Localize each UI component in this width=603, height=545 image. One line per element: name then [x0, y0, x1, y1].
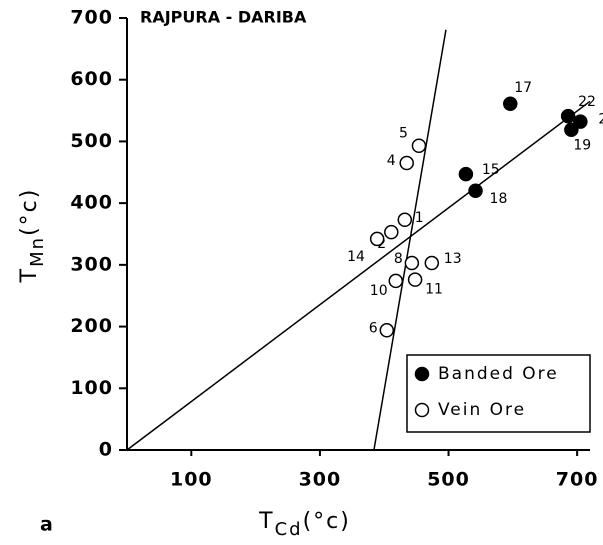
y-tick-label: 200	[70, 315, 113, 337]
data-point	[404, 255, 420, 271]
point-label: 13	[444, 251, 462, 267]
point-label: 8	[394, 251, 403, 267]
chart-title: RAJPURA - DARIBA	[140, 8, 307, 27]
point-label: 21	[598, 112, 603, 128]
data-point	[411, 138, 427, 153]
data-point	[379, 323, 395, 338]
point-label: 10	[370, 283, 388, 299]
x-tick-label: 500	[427, 469, 470, 491]
x-tick-label: 700	[556, 469, 599, 491]
legend-box	[406, 354, 591, 433]
point-label: 19	[573, 138, 591, 154]
data-point	[397, 212, 413, 228]
point-label: 15	[482, 162, 500, 178]
x-axis-label: TCd(°c)	[258, 509, 351, 540]
point-label: 17	[514, 80, 532, 96]
reference-line	[373, 29, 447, 451]
y-tick-label: 700	[70, 7, 113, 29]
point-label: 14	[347, 249, 365, 265]
reference-line	[126, 100, 591, 451]
data-point	[468, 183, 483, 199]
legend-marker	[414, 402, 430, 418]
data-point	[564, 122, 579, 137]
point-label: 6	[369, 320, 378, 336]
data-point	[407, 272, 423, 287]
point-label: 11	[425, 282, 443, 298]
data-point	[388, 273, 404, 289]
legend-label: Banded Ore	[438, 364, 559, 384]
data-point	[369, 231, 385, 247]
data-point	[503, 96, 518, 112]
point-label: 18	[490, 191, 508, 207]
point-label: 4	[387, 153, 396, 169]
point-label: 22	[578, 94, 596, 110]
point-label: 5	[399, 126, 408, 142]
legend-marker	[414, 366, 430, 382]
data-point	[560, 108, 576, 124]
legend-label: Vein Ore	[438, 400, 526, 420]
y-tick-label: 0	[99, 439, 113, 461]
data-point	[384, 224, 399, 240]
y-tick-label: 500	[70, 130, 113, 152]
panel-label: a	[40, 514, 53, 536]
data-point	[458, 166, 474, 182]
data-point	[573, 114, 588, 129]
data-point	[424, 255, 440, 271]
y-tick-label: 300	[70, 253, 113, 275]
y-tick-label: 100	[70, 377, 113, 399]
x-tick-label: 100	[170, 469, 213, 491]
data-point	[399, 155, 414, 171]
y-tick-label: 400	[70, 192, 113, 214]
x-tick-label: 300	[299, 469, 342, 491]
y-tick-label: 600	[70, 68, 113, 90]
point-label: 1	[415, 210, 424, 226]
y-axis-label: TMn(°c)	[17, 188, 48, 284]
